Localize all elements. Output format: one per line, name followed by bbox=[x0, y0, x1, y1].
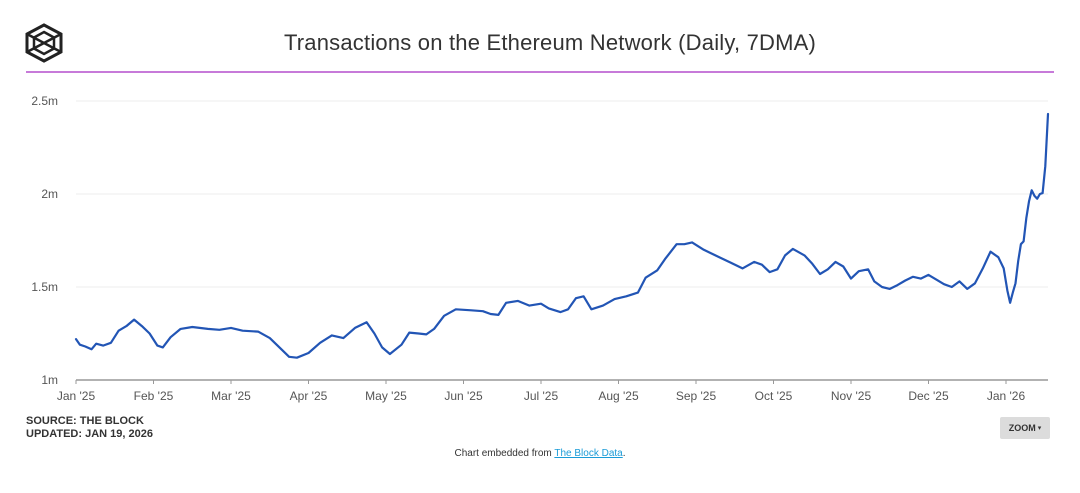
x-tick-label: Jul '25 bbox=[524, 389, 559, 403]
updated-text: UPDATED: JAN 19, 2026 bbox=[26, 428, 153, 440]
series-line-transactions[interactable] bbox=[74, 112, 1050, 359]
y-tick-label: 1.5m bbox=[31, 280, 58, 294]
y-tick-label: 2m bbox=[41, 187, 58, 201]
title-divider bbox=[26, 71, 1054, 73]
the-block-data-link[interactable]: The Block Data bbox=[554, 448, 623, 459]
x-tick-label: Jun '25 bbox=[444, 389, 483, 403]
embed-prefix: Chart embedded from bbox=[454, 448, 552, 459]
y-tick-label: 1m bbox=[41, 373, 58, 387]
x-tick-label: Aug '25 bbox=[598, 389, 639, 403]
x-tick-label: Jan '26 bbox=[987, 389, 1026, 403]
series-layer bbox=[74, 112, 1050, 359]
source-block: SOURCE: THE BLOCK UPDATED: JAN 19, 2026 bbox=[26, 415, 153, 441]
x-tick-label: Feb '25 bbox=[134, 389, 174, 403]
y-tick-label: 2.5m bbox=[31, 94, 58, 108]
x-tick-label: Oct '25 bbox=[755, 389, 793, 403]
x-tick-label: Dec '25 bbox=[908, 389, 949, 403]
chart-title: Transactions on the Ethereum Network (Da… bbox=[283, 30, 817, 55]
x-tick-label: May '25 bbox=[365, 389, 407, 403]
source-text: SOURCE: THE BLOCK bbox=[26, 415, 144, 427]
x-tick-label: Mar '25 bbox=[211, 389, 251, 403]
x-axis-ticks: Jan '25 Feb '25 Mar '25 Apr '25 May '25 Jun '… bbox=[57, 380, 1026, 403]
embed-suffix: . bbox=[622, 448, 626, 459]
x-tick-label: Apr '25 bbox=[290, 389, 328, 403]
line-chart[interactable]: 1m 1.5m 2m 2.5m Jan '25 Feb '25 Mar '25 Apr '2… bbox=[0, 0, 1080, 410]
x-tick-label: Nov '25 bbox=[831, 389, 872, 403]
x-tick-label: Jan '25 bbox=[57, 389, 96, 403]
embed-note: Chart embedded from The Block Data. bbox=[0, 448, 1080, 459]
x-tick-label: Sep '25 bbox=[676, 389, 717, 403]
the-block-logo-icon[interactable] bbox=[23, 22, 65, 64]
cube-logo-icon bbox=[25, 23, 63, 63]
y-axis-ticks: 1m 1.5m 2m 2.5m bbox=[31, 94, 58, 387]
zoom-label: ZOOM bbox=[1008, 423, 1036, 433]
caret-down-icon: ▾ bbox=[1037, 425, 1042, 432]
grid-lines bbox=[76, 100, 1048, 288]
zoom-button[interactable]: ZOOM ▾ bbox=[1000, 417, 1050, 439]
